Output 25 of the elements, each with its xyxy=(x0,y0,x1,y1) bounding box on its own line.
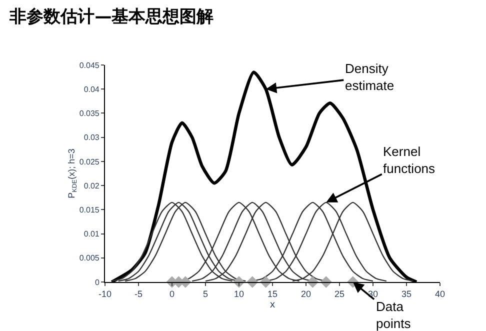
y-tick-label: 0.025 xyxy=(79,157,100,166)
x-tick-label: 35 xyxy=(401,288,412,299)
x-axis-title: x xyxy=(270,299,275,310)
annotation: Data points xyxy=(376,299,412,331)
y-tick-label: 0.015 xyxy=(79,205,100,214)
y-tick-label: 0.035 xyxy=(79,109,100,118)
x-tick-label: 5 xyxy=(202,288,208,299)
y-tick-label: 0 xyxy=(94,278,100,287)
x-tick-label: 15 xyxy=(267,288,278,299)
y-tick-label: 0.01 xyxy=(84,230,100,239)
y-tick-label: 0.02 xyxy=(84,181,100,190)
x-tick-label: -10 xyxy=(98,288,112,299)
x-tick-label: 40 xyxy=(434,288,446,299)
x-tick-label: 20 xyxy=(300,288,312,299)
x-tick-label: 10 xyxy=(234,288,244,299)
y-tick-label: 0.045 xyxy=(79,60,100,70)
y-tick-label: 0.03 xyxy=(84,133,100,142)
y-tick-label: 0.04 xyxy=(84,84,100,94)
x-tick-label: 0 xyxy=(169,288,175,299)
annotation: Density estimate xyxy=(345,61,394,93)
chart-title: 非参数估计—基本思想图解 xyxy=(8,6,214,27)
x-tick-label: -5 xyxy=(134,288,143,299)
x-tick-label: 25 xyxy=(334,288,345,299)
y-tick-label: 0.005 xyxy=(79,254,100,263)
annotation: Kernel functions xyxy=(383,144,436,176)
